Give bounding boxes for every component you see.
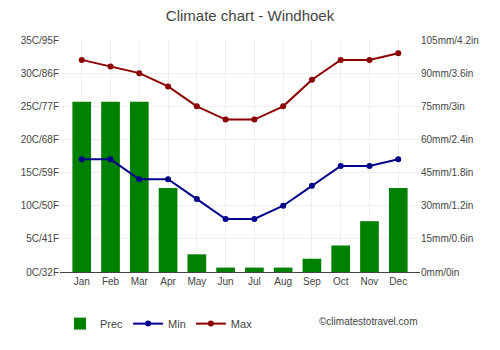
- svg-text:Jun: Jun: [218, 276, 234, 287]
- svg-text:Jan: Jan: [74, 276, 90, 287]
- svg-text:10C/50F: 10C/50F: [21, 200, 59, 211]
- svg-text:60mm/2.4in: 60mm/2.4in: [421, 134, 473, 145]
- svg-text:©climatestotravel.com: ©climatestotravel.com: [319, 316, 418, 327]
- svg-text:Prec: Prec: [100, 318, 123, 330]
- svg-text:0C/32F: 0C/32F: [26, 267, 59, 278]
- svg-text:Min: Min: [168, 318, 186, 330]
- svg-text:Apr: Apr: [160, 276, 176, 287]
- svg-text:5C/41F: 5C/41F: [26, 233, 59, 244]
- svg-text:20C/68F: 20C/68F: [21, 134, 59, 145]
- svg-text:Max: Max: [231, 318, 252, 330]
- svg-text:15mm/0.6in: 15mm/0.6in: [421, 233, 473, 244]
- svg-text:Nov: Nov: [361, 276, 379, 287]
- svg-text:25C/77F: 25C/77F: [21, 101, 59, 112]
- svg-text:30mm/1.2in: 30mm/1.2in: [421, 200, 473, 211]
- svg-text:90mm/3.6in: 90mm/3.6in: [421, 68, 473, 79]
- svg-text:105mm/4.2in: 105mm/4.2in: [421, 35, 479, 46]
- svg-text:Climate chart - Windhoek: Climate chart - Windhoek: [166, 7, 335, 24]
- svg-text:Mar: Mar: [131, 276, 149, 287]
- svg-text:Dec: Dec: [389, 276, 407, 287]
- svg-text:May: May: [187, 276, 206, 287]
- svg-text:Aug: Aug: [274, 276, 292, 287]
- svg-text:Feb: Feb: [102, 276, 120, 287]
- svg-text:75mm/3in: 75mm/3in: [421, 101, 465, 112]
- svg-text:Jul: Jul: [248, 276, 261, 287]
- svg-text:45mm/1.8in: 45mm/1.8in: [421, 167, 473, 178]
- svg-text:0mm/0in: 0mm/0in: [421, 267, 459, 278]
- svg-text:35C/95F: 35C/95F: [21, 35, 59, 46]
- svg-text:15C/59F: 15C/59F: [21, 167, 59, 178]
- svg-text:Oct: Oct: [333, 276, 349, 287]
- svg-text:30C/86F: 30C/86F: [21, 68, 59, 79]
- svg-text:Sep: Sep: [303, 276, 321, 287]
